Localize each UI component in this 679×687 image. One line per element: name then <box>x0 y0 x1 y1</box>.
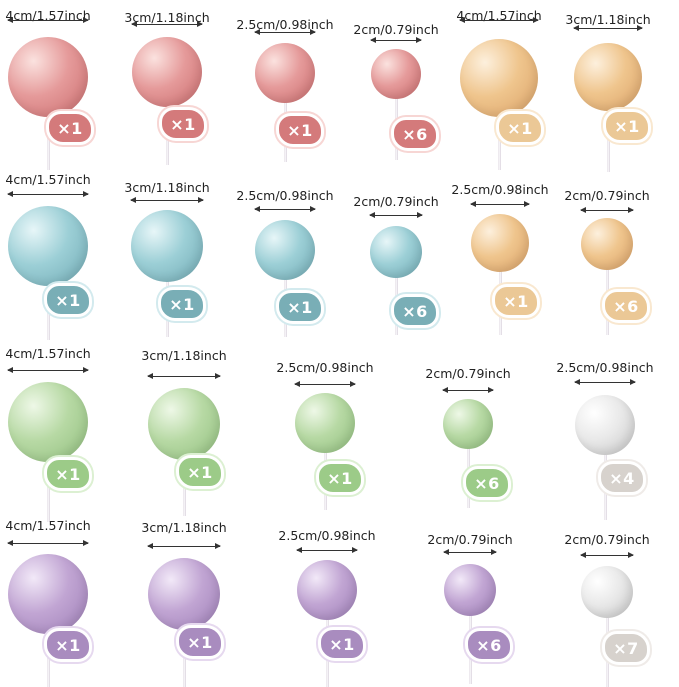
dimension-arrow-icon <box>443 549 497 555</box>
dimension-arrow-icon <box>574 379 636 385</box>
pearl-ball <box>8 382 88 462</box>
stick <box>497 114 501 170</box>
quantity-badge: ×4 <box>598 461 646 495</box>
size-label: 3cm/1.18inch <box>141 348 227 363</box>
dimension-arrow-icon <box>7 17 89 23</box>
pearl-ball <box>295 393 355 453</box>
size-label: 4cm/1.57inch <box>5 172 91 187</box>
quantity-badge: ×6 <box>391 294 439 328</box>
dimension-arrow-icon <box>580 207 634 213</box>
dimension-arrow-icon <box>369 212 423 218</box>
size-label: 2.5cm/0.98inch <box>556 360 654 375</box>
quantity-badge: ×1 <box>316 461 364 495</box>
quantity-badge: ×1 <box>176 455 224 489</box>
pearl-ball <box>8 206 88 286</box>
quantity-badge: ×1 <box>44 628 92 662</box>
dimension-arrow-icon <box>7 191 89 197</box>
pearl-ball <box>575 395 635 455</box>
quantity-badge: ×6 <box>602 289 650 323</box>
quantity-badge: ×1 <box>158 287 206 321</box>
pearl-ball <box>370 226 422 278</box>
pearl-ball <box>255 220 315 280</box>
pearl-ball <box>297 560 357 620</box>
size-label: 4cm/1.57inch <box>5 518 91 533</box>
quantity-badge: ×1 <box>496 111 544 145</box>
dimension-arrow-icon <box>7 540 89 546</box>
pearl-ball <box>460 39 538 117</box>
pearl-ball <box>581 566 633 618</box>
size-label: 3cm/1.18inch <box>565 12 651 27</box>
dimension-arrow-icon <box>296 547 358 553</box>
pearl-ball <box>574 43 642 111</box>
size-label: 2cm/0.79inch <box>564 532 650 547</box>
pearl-ball <box>132 37 202 107</box>
size-label: 2.5cm/0.98inch <box>236 188 334 203</box>
dimension-arrow-icon <box>147 373 221 379</box>
dimension-arrow-icon <box>459 17 539 23</box>
quantity-badge: ×6 <box>391 117 439 151</box>
size-label: 3cm/1.18inch <box>141 520 227 535</box>
quantity-badge: ×6 <box>463 466 511 500</box>
stick <box>606 108 610 172</box>
pearl-ball <box>148 388 220 460</box>
pearl-ball <box>443 399 493 449</box>
size-label: 2.5cm/0.98inch <box>276 360 374 375</box>
quantity-badge: ×1 <box>603 109 651 143</box>
quantity-badge: ×1 <box>44 457 92 491</box>
stick <box>46 631 50 687</box>
dimension-arrow-icon <box>147 543 221 549</box>
stick <box>46 114 50 170</box>
quantity-badge: ×1 <box>44 283 92 317</box>
pearl-ball <box>371 49 421 99</box>
size-label: 4cm/1.57inch <box>456 8 542 23</box>
quantity-badge: ×1 <box>276 290 324 324</box>
dimension-arrow-icon <box>254 206 316 212</box>
dimension-arrow-icon <box>131 21 203 27</box>
size-label: 2cm/0.79inch <box>427 532 513 547</box>
size-label: 3cm/1.18inch <box>124 180 210 195</box>
pearl-ball <box>148 558 220 630</box>
quantity-badge: ×1 <box>46 111 94 145</box>
size-label: 2cm/0.79inch <box>425 366 511 381</box>
dimension-arrow-icon <box>7 367 89 373</box>
quantity-badge: ×1 <box>159 107 207 141</box>
quantity-badge: ×6 <box>465 628 513 662</box>
size-label: 4cm/1.57inch <box>5 8 91 23</box>
dimension-arrow-icon <box>254 29 316 35</box>
pearl-ball <box>8 37 88 117</box>
dimension-arrow-icon <box>573 25 643 31</box>
quantity-badge: ×1 <box>318 627 366 661</box>
dimension-arrow-icon <box>130 197 204 203</box>
pearl-ball <box>255 43 315 103</box>
dimension-arrow-icon <box>294 381 356 387</box>
quantity-badge: ×1 <box>492 284 540 318</box>
quantity-badge: ×7 <box>602 631 650 665</box>
size-label: 2.5cm/0.98inch <box>278 528 376 543</box>
size-label: 4cm/1.57inch <box>5 346 91 361</box>
dimension-arrow-icon <box>470 201 530 207</box>
stick <box>46 459 50 522</box>
quantity-badge: ×1 <box>176 625 224 659</box>
size-label: 2cm/0.79inch <box>353 194 439 209</box>
dimension-arrow-icon <box>580 552 634 558</box>
quantity-badge: ×1 <box>276 113 324 147</box>
size-label: 2cm/0.79inch <box>353 22 439 37</box>
dimension-arrow-icon <box>442 387 494 393</box>
size-label: 2.5cm/0.98inch <box>451 182 549 197</box>
pearl-ball <box>471 214 529 272</box>
dimension-arrow-icon <box>370 37 422 43</box>
pearl-ball <box>444 564 496 616</box>
pearl-ball <box>581 218 633 270</box>
size-label: 2.5cm/0.98inch <box>236 17 334 32</box>
pearl-ball <box>131 210 203 282</box>
pearl-ball <box>8 554 88 634</box>
size-label: 2cm/0.79inch <box>564 188 650 203</box>
size-label: 3cm/1.18inch <box>124 10 210 25</box>
